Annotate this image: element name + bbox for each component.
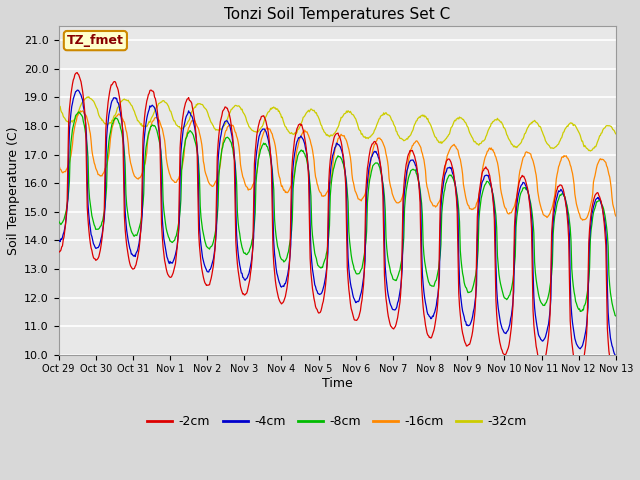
-8cm [55, 218, 63, 224]
-16cm [330, 156, 337, 162]
-2cm [330, 138, 337, 144]
Line: -32cm: -32cm [59, 97, 616, 151]
-32cm [55, 101, 63, 107]
-4cm [55, 238, 63, 243]
-16cm [55, 162, 63, 168]
-32cm [178, 125, 186, 131]
-8cm [562, 197, 570, 203]
-8cm [438, 202, 446, 208]
-32cm [586, 148, 594, 154]
-4cm [74, 87, 82, 93]
-2cm [74, 70, 81, 75]
Line: -2cm: -2cm [59, 72, 616, 382]
X-axis label: Time: Time [322, 377, 353, 390]
-4cm [202, 265, 209, 271]
-16cm [202, 170, 209, 176]
-8cm [202, 241, 209, 247]
-16cm [178, 166, 186, 172]
-8cm [178, 168, 186, 173]
-4cm [612, 353, 620, 359]
-16cm [579, 217, 586, 223]
Legend: -2cm, -4cm, -8cm, -16cm, -32cm: -2cm, -4cm, -8cm, -16cm, -32cm [143, 410, 532, 433]
-16cm [438, 187, 446, 192]
-16cm [612, 213, 620, 219]
-8cm [330, 167, 337, 172]
-16cm [562, 153, 570, 159]
-4cm [330, 151, 337, 156]
-8cm [612, 313, 620, 319]
-8cm [384, 253, 392, 259]
-2cm [202, 281, 209, 287]
-2cm [178, 124, 186, 130]
-16cm [76, 108, 84, 114]
-16cm [384, 158, 392, 164]
-8cm [75, 109, 83, 115]
-2cm [612, 379, 620, 384]
Text: TZ_fmet: TZ_fmet [67, 34, 124, 47]
-4cm [562, 198, 570, 204]
Line: -16cm: -16cm [59, 111, 616, 220]
-4cm [178, 141, 186, 146]
Title: Tonzi Soil Temperatures Set C: Tonzi Soil Temperatures Set C [224, 7, 451, 22]
-32cm [562, 125, 570, 131]
Line: -4cm: -4cm [59, 90, 616, 356]
-32cm [330, 132, 337, 137]
-4cm [384, 288, 392, 294]
-2cm [438, 177, 446, 182]
-2cm [55, 248, 63, 254]
-32cm [202, 106, 209, 112]
Y-axis label: Soil Temperature (C): Soil Temperature (C) [7, 126, 20, 254]
-4cm [438, 187, 446, 193]
-32cm [612, 131, 620, 137]
Line: -8cm: -8cm [59, 112, 616, 316]
-32cm [85, 94, 93, 100]
-2cm [384, 308, 392, 314]
-32cm [438, 139, 446, 145]
-32cm [384, 112, 392, 118]
-2cm [562, 200, 570, 205]
